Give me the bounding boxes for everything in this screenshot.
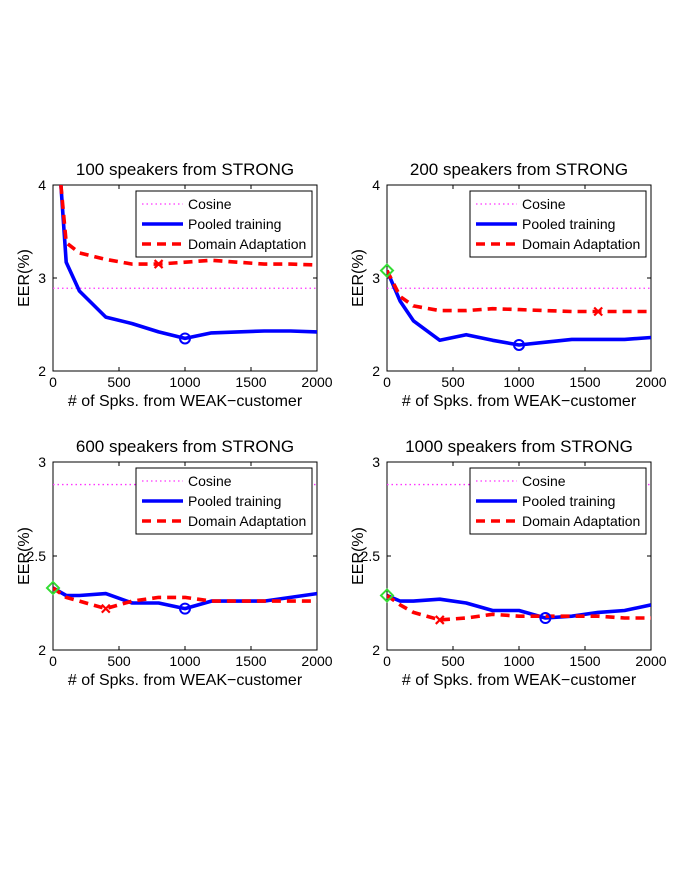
legend: Cosine Pooled training Domain Adaptation: [135, 467, 313, 535]
x-tick-label: 1000: [169, 374, 200, 390]
start-point-marker: [379, 263, 395, 278]
x-axis-label: # of Spks. from WEAK−customer: [68, 672, 303, 689]
y-tick-label: 2: [372, 363, 380, 379]
x-tick-label: 2000: [301, 374, 332, 390]
x-tick-label: 1500: [235, 653, 266, 669]
domain-adaptation-line: [387, 269, 651, 314]
pooled-training-line: [59, 185, 317, 341]
plot-area: [53, 185, 317, 341]
best-adaptation-marker: [593, 306, 603, 317]
y-tick-label: 3: [38, 270, 46, 286]
x-tick-label: 2000: [635, 374, 666, 390]
y-tick-label: 3: [372, 454, 380, 470]
best-adaptation-marker: [101, 603, 111, 614]
legend-pooled-training-label: Pooled training: [522, 493, 615, 509]
x-tick-label: 1000: [503, 374, 534, 390]
chart-panel-1: 100 speakers from STRONG 0 500 1000 1500 2000…: [16, 160, 333, 410]
x-axis-label: # of Spks. from WEAK−customer: [402, 672, 637, 689]
x-tick-label: 0: [383, 653, 391, 669]
x-tick-label: 0: [49, 653, 57, 669]
x-tick-label: 500: [107, 653, 131, 669]
best-pooled-marker: [513, 338, 525, 351]
pooled-training-line: [387, 593, 651, 620]
best-pooled-marker: [539, 612, 552, 625]
best-pooled-marker: [179, 332, 191, 345]
y-axis-label: EER(%): [350, 527, 367, 585]
chart-title: 1000 speakers from STRONG: [405, 437, 633, 456]
y-tick-label: 2.5: [361, 548, 381, 564]
legend-pooled-training-label: Pooled training: [188, 493, 281, 509]
x-tick-label: 0: [383, 374, 391, 390]
best-adaptation-marker: [153, 259, 164, 269]
domain-adaptation-line: [53, 586, 317, 611]
legend-domain-adaptation-label: Domain Adaptation: [522, 236, 640, 252]
x-tick-label: 500: [441, 374, 465, 390]
legend: Cosine Pooled training Domain Adaptation: [469, 467, 647, 535]
x-tick-label: 2000: [635, 653, 666, 669]
legend: Cosine Pooled training Domain Adaptation: [135, 190, 313, 258]
x-tick-label: 500: [441, 653, 465, 669]
x-tick-label: 2000: [301, 653, 332, 669]
best-pooled-marker: [179, 602, 191, 615]
start-point-marker: [45, 580, 61, 596]
chart-panel-4: 1000 speakers from STRONG 0 500 1000 1500 200…: [350, 437, 667, 689]
legend-cosine-label: Cosine: [188, 196, 232, 212]
x-tick-label: 1000: [503, 653, 534, 669]
chart-panel-2: 200 speakers from STRONG 0 500 1000 1500 2000…: [350, 160, 667, 410]
domain-adaptation-line: [387, 594, 651, 622]
legend-cosine-label: Cosine: [522, 196, 566, 212]
legend-domain-adaptation-label: Domain Adaptation: [188, 236, 306, 252]
legend-cosine-label: Cosine: [188, 473, 232, 489]
chart-panel-3: 600 speakers from STRONG 0 500 1000 1500 2000…: [16, 437, 333, 689]
pooled-training-line: [53, 586, 317, 611]
legend-pooled-training-label: Pooled training: [522, 216, 615, 232]
pooled-training-line: [387, 269, 651, 347]
y-axis-label: EER(%): [350, 249, 367, 307]
y-tick-label: 2.5: [27, 548, 47, 564]
legend-domain-adaptation-label: Domain Adaptation: [188, 513, 306, 529]
legend-domain-adaptation-label: Domain Adaptation: [522, 513, 640, 529]
x-tick-label: 1500: [569, 653, 600, 669]
y-axis-label: EER(%): [16, 527, 33, 585]
chart-title: 100 speakers from STRONG: [76, 160, 294, 179]
x-tick-label: 1000: [169, 653, 200, 669]
y-axis-label: EER(%): [16, 249, 33, 307]
legend-cosine-label: Cosine: [522, 473, 566, 489]
y-tick-label: 2: [38, 642, 46, 658]
best-adaptation-marker: [435, 615, 445, 625]
y-tick-label: 3: [38, 454, 46, 470]
y-tick-label: 4: [372, 177, 380, 193]
legend-pooled-training-label: Pooled training: [188, 216, 281, 232]
y-tick-label: 2: [372, 642, 380, 658]
x-tick-label: 500: [107, 374, 131, 390]
chart-title: 600 speakers from STRONG: [76, 437, 294, 456]
y-tick-label: 4: [38, 177, 46, 193]
plot-area: [387, 269, 651, 347]
legend: Cosine Pooled training Domain Adaptation: [469, 190, 647, 258]
x-axis-label: # of Spks. from WEAK−customer: [68, 393, 303, 410]
y-tick-label: 2: [38, 363, 46, 379]
x-tick-label: 1500: [235, 374, 266, 390]
start-point-marker: [379, 588, 395, 603]
x-axis-label: # of Spks. from WEAK−customer: [402, 393, 637, 410]
chart-title: 200 speakers from STRONG: [410, 160, 628, 179]
x-tick-label: 0: [49, 374, 57, 390]
domain-adaptation-line: [59, 185, 317, 267]
y-tick-label: 3: [372, 270, 380, 286]
x-tick-label: 1500: [569, 374, 600, 390]
